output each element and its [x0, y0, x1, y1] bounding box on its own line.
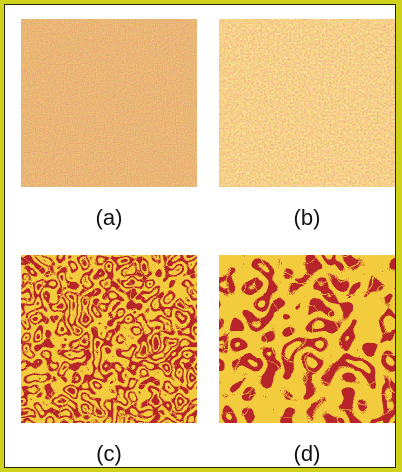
caption-a: (a) — [95, 205, 123, 230]
panel-a-svg — [21, 19, 197, 187]
caption-d: (d) — [293, 441, 321, 466]
caption-b: (b) — [293, 205, 321, 230]
panel-a-noise-image — [21, 19, 197, 187]
panel-b-svg — [219, 19, 395, 187]
panel-d-svg — [219, 255, 395, 423]
panel-c-svg — [21, 255, 197, 423]
panel-b-spots-image — [219, 19, 395, 187]
panel-d-thick-labyrinth-image — [219, 255, 395, 423]
figure-frame: (a) (b) (c) (d) — [4, 4, 396, 468]
panel-c-thin-labyrinth-image — [21, 255, 197, 423]
caption-c: (c) — [96, 441, 122, 466]
